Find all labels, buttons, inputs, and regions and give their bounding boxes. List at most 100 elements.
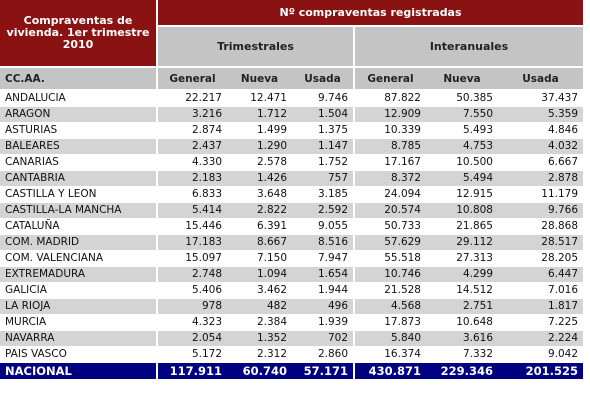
cell-trim-general: 17.183: [157, 234, 227, 251]
cell-trim-general: 2.874: [157, 122, 227, 139]
table-row: CANARIAS 4.330 2.578 1.752 17.167 10.500 6.667: [0, 154, 584, 171]
cell-trim-usada: 702: [292, 330, 355, 347]
cell-inter-nueva: 10.500: [426, 154, 498, 171]
cell-inter-general: 4.568: [354, 298, 426, 315]
col-inter-usada: Usada: [498, 67, 584, 91]
cell-inter-nueva: 12.915: [426, 186, 498, 203]
cell-trim-general: 3.216: [157, 106, 227, 123]
cell-inter-usada: 37.437: [498, 90, 584, 107]
cell-inter-nueva: 27.313: [426, 250, 498, 267]
cell-trim-general: 6.833: [157, 186, 227, 203]
cell-trim-nueva: 1.499: [227, 122, 292, 139]
region-name: BALEARES: [0, 138, 158, 155]
region-name: ARAGON: [0, 106, 158, 123]
cell-trim-nueva: 12.471: [227, 90, 292, 107]
cell-trim-usada: 496: [292, 298, 355, 315]
cell-inter-nueva: 50.385: [426, 90, 498, 107]
cell-inter-nueva: 4.299: [426, 266, 498, 283]
cell-inter-usada: 4.032: [498, 138, 584, 155]
region-name: NAVARRA: [0, 330, 158, 347]
cell-inter-general: 5.840: [354, 330, 426, 347]
total-row: NACIONAL 117.911 60.740 57.171 430.871 229.34…: [0, 362, 584, 379]
cell-inter-general: 21.528: [354, 282, 426, 299]
region-name: EXTREMADURA: [0, 266, 158, 283]
table-row: BALEARES 2.437 1.290 1.147 8.785 4.753 4.032: [0, 138, 584, 155]
cell-trim-nueva: 2.578: [227, 154, 292, 171]
cell-inter-general: 10.339: [354, 122, 426, 139]
total-trim-general: 117.911: [157, 362, 227, 379]
cell-inter-usada: 6.447: [498, 266, 584, 283]
group-interanuales: Interanuales: [354, 26, 584, 68]
cell-trim-usada: 8.516: [292, 234, 355, 251]
cell-inter-usada: 9.766: [498, 202, 584, 219]
region-name: ANDALUCIA: [0, 90, 158, 107]
cell-inter-usada: 6.667: [498, 154, 584, 171]
table-row: ANDALUCIA 22.217 12.471 9.746 87.822 50.385 37…: [0, 90, 584, 107]
cell-inter-usada: 2.878: [498, 170, 584, 187]
cell-trim-nueva: 6.391: [227, 218, 292, 235]
cell-trim-usada: 757: [292, 170, 355, 187]
total-trim-usada: 57.171: [292, 362, 355, 379]
cell-trim-general: 2.437: [157, 138, 227, 155]
cell-inter-general: 17.167: [354, 154, 426, 171]
cell-inter-general: 20.574: [354, 202, 426, 219]
region-name: CASTILLA-LA MANCHA: [0, 202, 158, 219]
region-name: CATALUÑA: [0, 218, 158, 235]
table-row: EXTREMADURA 2.748 1.094 1.654 10.746 4.299 6.4…: [0, 266, 584, 283]
cell-inter-nueva: 7.550: [426, 106, 498, 123]
total-inter-nueva: 229.346: [426, 362, 498, 379]
cell-trim-nueva: 2.384: [227, 314, 292, 331]
cell-trim-usada: 7.947: [292, 250, 355, 267]
cell-inter-usada: 2.224: [498, 330, 584, 347]
cell-trim-usada: 1.147: [292, 138, 355, 155]
cell-trim-general: 15.446: [157, 218, 227, 235]
region-name: CANARIAS: [0, 154, 158, 171]
cell-trim-nueva: 8.667: [227, 234, 292, 251]
cell-trim-nueva: 1.352: [227, 330, 292, 347]
cell-trim-nueva: 1.094: [227, 266, 292, 283]
cell-inter-nueva: 14.512: [426, 282, 498, 299]
cell-trim-general: 4.323: [157, 314, 227, 331]
table-row: CASTILLA Y LEON 6.833 3.648 3.185 24.094 12.9…: [0, 186, 584, 203]
cell-inter-nueva: 29.112: [426, 234, 498, 251]
cell-trim-nueva: 7.150: [227, 250, 292, 267]
region-name: PAIS VASCO: [0, 346, 158, 363]
cell-inter-nueva: 7.332: [426, 346, 498, 363]
cell-inter-general: 17.873: [354, 314, 426, 331]
cell-inter-usada: 9.042: [498, 346, 584, 363]
region-name: LA RIOJA: [0, 298, 158, 315]
table-row: MURCIA 4.323 2.384 1.939 17.873 10.648 7.225: [0, 314, 584, 331]
cell-trim-usada: 2.860: [292, 346, 355, 363]
cell-inter-nueva: 10.808: [426, 202, 498, 219]
table-row: ASTURIAS 2.874 1.499 1.375 10.339 5.493 4.846: [0, 122, 584, 139]
region-name: COM. VALENCIANA: [0, 250, 158, 267]
table-body: ANDALUCIA 22.217 12.471 9.746 87.822 50.385 37…: [0, 90, 584, 379]
cell-inter-usada: 7.016: [498, 282, 584, 299]
cell-trim-nueva: 3.648: [227, 186, 292, 203]
cell-inter-nueva: 21.865: [426, 218, 498, 235]
cell-inter-nueva: 5.494: [426, 170, 498, 187]
cell-inter-general: 8.785: [354, 138, 426, 155]
table-row: LA RIOJA 978 482 496 4.568 2.751 1.817: [0, 298, 584, 315]
ccaa-header: CC.AA.: [0, 67, 158, 91]
cell-trim-usada: 1.944: [292, 282, 355, 299]
group-trimestrales: Trimestrales: [157, 26, 355, 68]
cell-trim-general: 5.414: [157, 202, 227, 219]
cell-inter-usada: 28.517: [498, 234, 584, 251]
col-trim-general: General: [157, 67, 227, 91]
cell-inter-general: 8.372: [354, 170, 426, 187]
cell-trim-general: 2.748: [157, 266, 227, 283]
cell-trim-nueva: 1.290: [227, 138, 292, 155]
cell-inter-general: 16.374: [354, 346, 426, 363]
cell-trim-general: 5.172: [157, 346, 227, 363]
cell-inter-usada: 4.846: [498, 122, 584, 139]
table-row: CANTABRIA 2.183 1.426 757 8.372 5.494 2.878: [0, 170, 584, 187]
region-name: GALICIA: [0, 282, 158, 299]
total-trim-nueva: 60.740: [227, 362, 292, 379]
cell-trim-nueva: 1.712: [227, 106, 292, 123]
cell-inter-general: 57.629: [354, 234, 426, 251]
cell-trim-usada: 1.939: [292, 314, 355, 331]
cell-trim-general: 5.406: [157, 282, 227, 299]
cell-trim-usada: 1.375: [292, 122, 355, 139]
col-inter-nueva: Nueva: [426, 67, 498, 91]
